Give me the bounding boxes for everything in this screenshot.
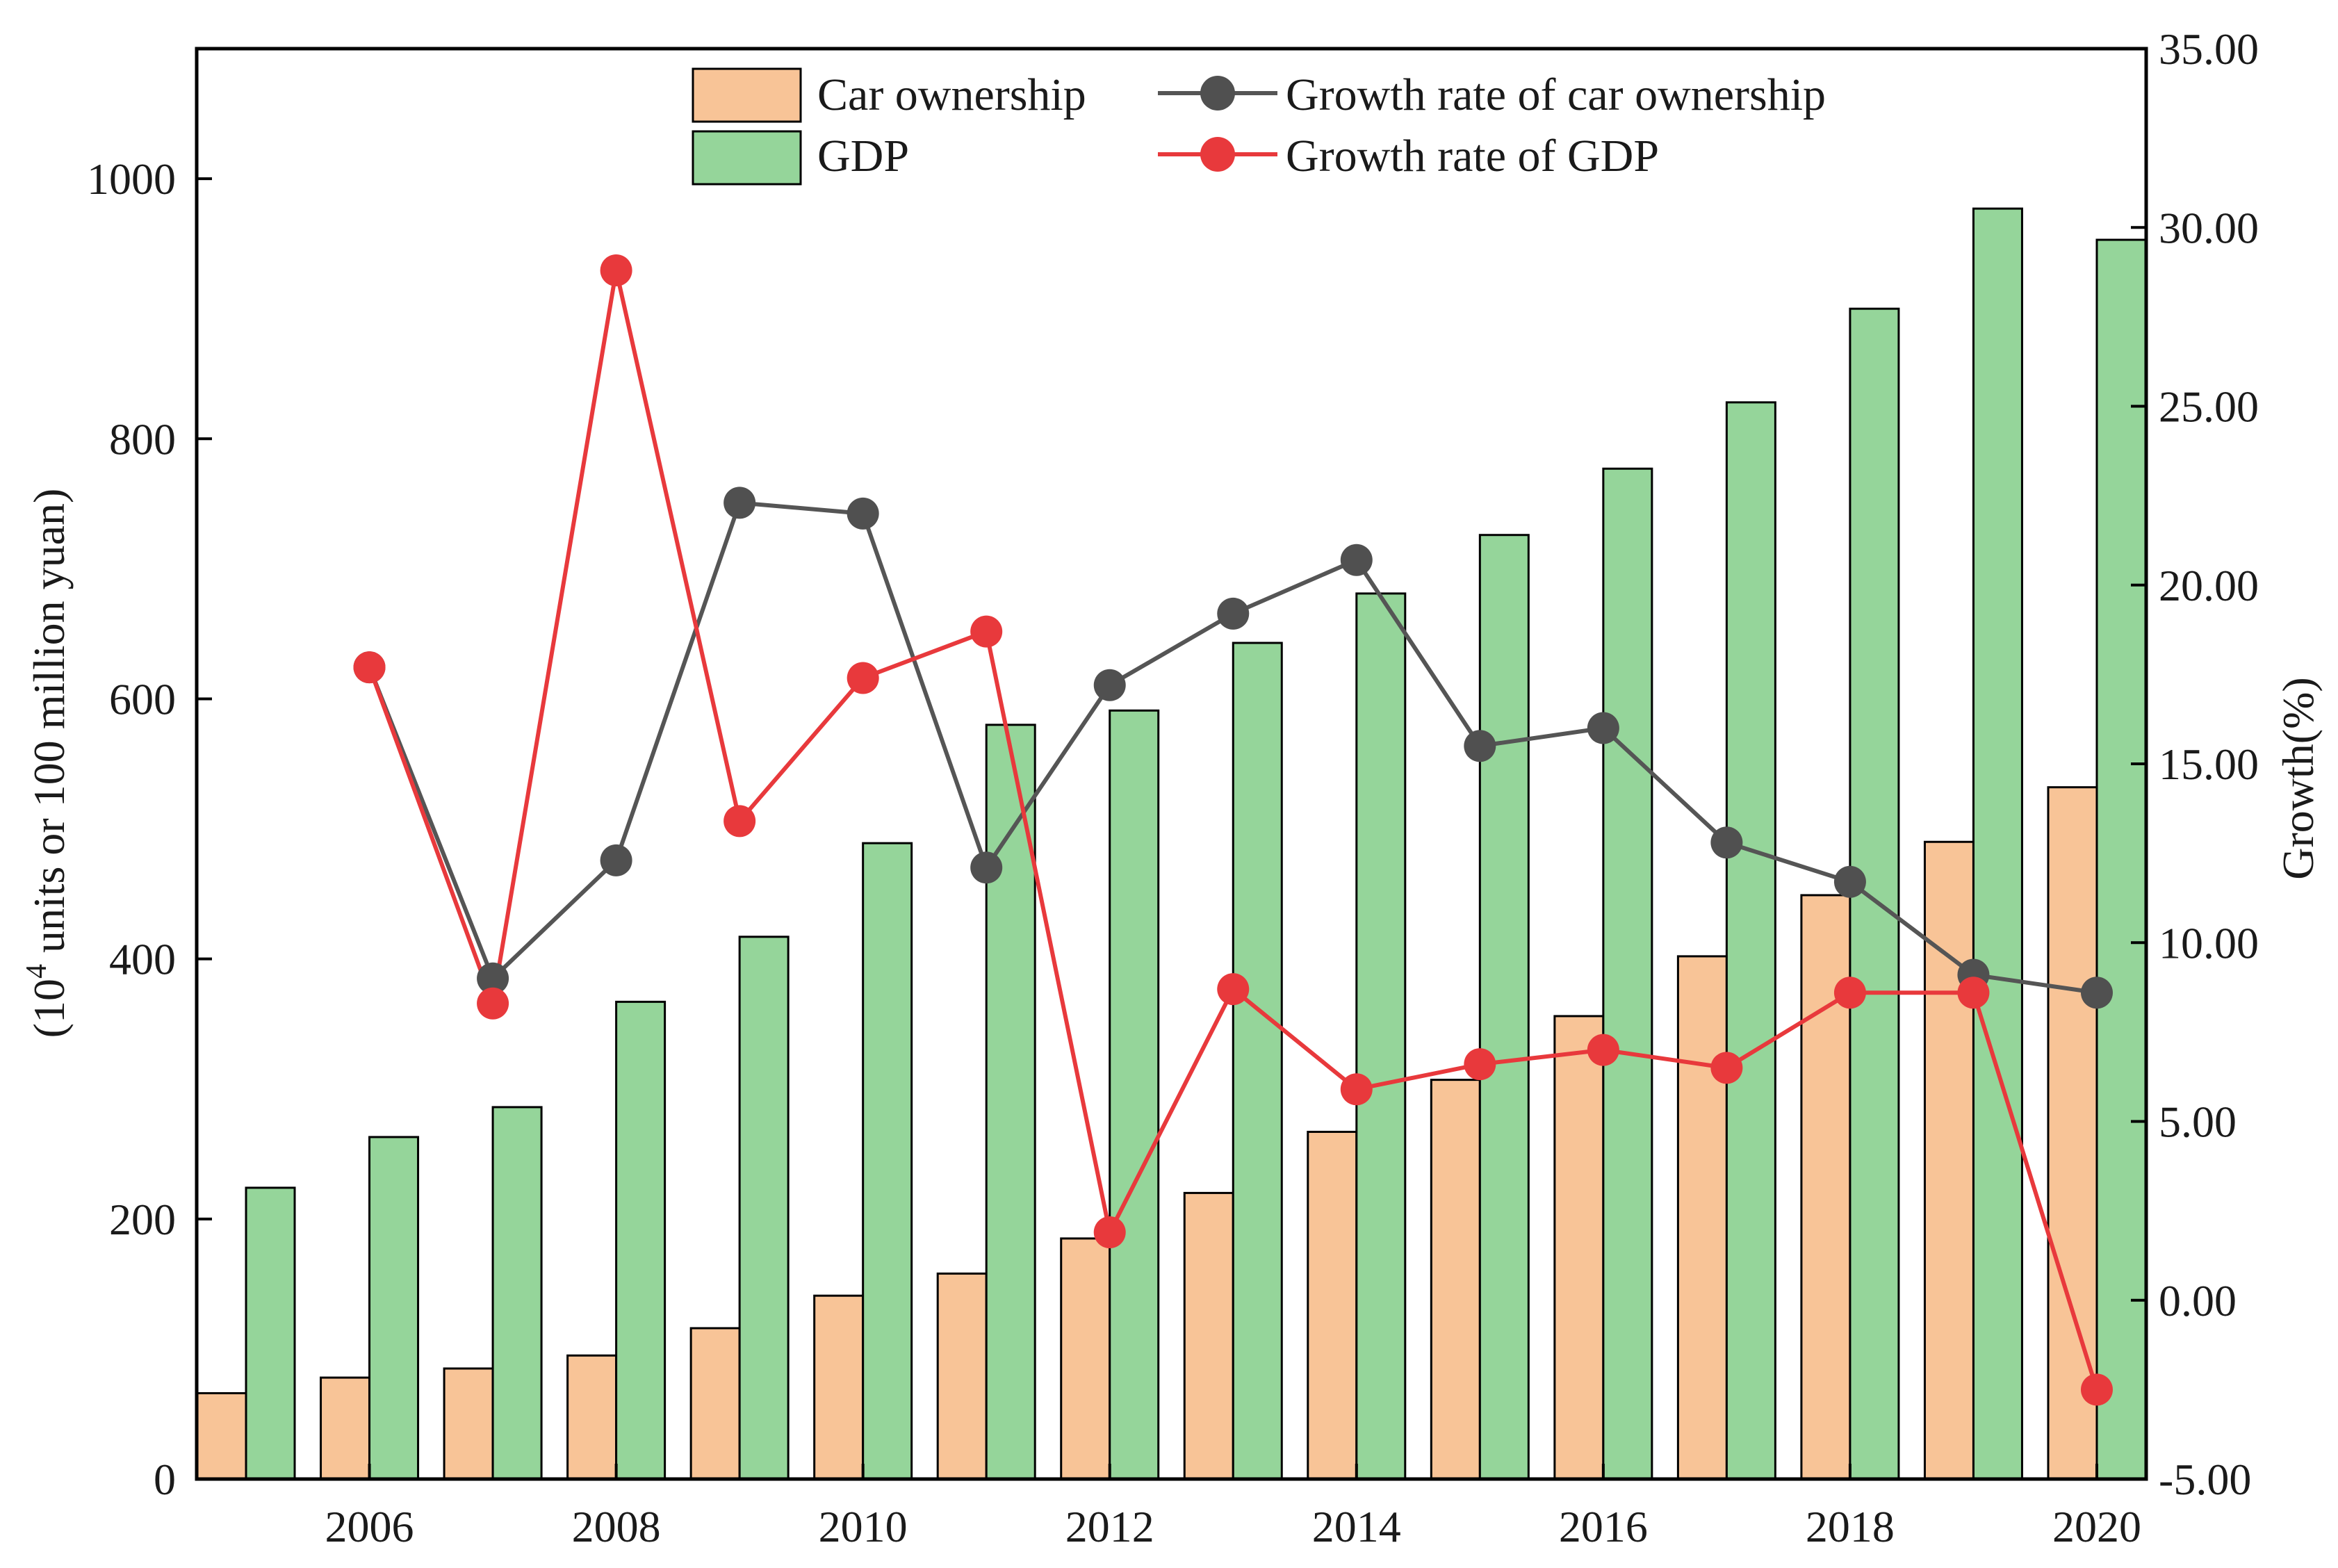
bar-car-ownership-2012 (1060, 1237, 1111, 1480)
point-growth-rate-of-car-ownership-2018 (1833, 865, 1866, 898)
y-left-axis-title-rest: units or 100 million yuan) (24, 489, 74, 964)
lines-layer (353, 254, 2113, 1406)
legend-swatch-car-ownership (692, 67, 802, 123)
legend-swatch-gdp (692, 130, 802, 186)
y-right-tick-label-3: 10.00 (2159, 918, 2259, 967)
bar-gdp-2020 (2095, 238, 2147, 1480)
y-right-tick-label-1: 0.00 (2159, 1276, 2237, 1325)
point-growth-rate-of-car-ownership-2012 (1093, 669, 1126, 701)
bar-car-ownership-2013 (1183, 1191, 1234, 1480)
point-growth-rate-of-gdp-2012 (1093, 1216, 1126, 1248)
y-right-tick-label-0: -5.00 (2159, 1455, 2251, 1504)
bar-car-ownership-2016 (1553, 1015, 1605, 1480)
point-growth-rate-of-gdp-2015 (1464, 1048, 1496, 1081)
y-left-axis-title-sup: 4 (21, 964, 53, 979)
bar-car-ownership-2006 (320, 1376, 371, 1480)
point-growth-rate-of-car-ownership-2014 (1340, 544, 1373, 576)
y-left-tick-label-600: 600 (109, 674, 176, 724)
bar-gdp-2012 (1109, 709, 1160, 1480)
x-tick-label-2018: 2018 (1806, 1502, 1895, 1551)
y-left-tick-label-400: 400 (109, 935, 176, 984)
point-growth-rate-of-car-ownership-2017 (1710, 826, 1743, 859)
legend-label-car-ownership: Car ownership (817, 70, 1086, 120)
point-growth-rate-of-gdp-2017 (1710, 1052, 1743, 1084)
point-growth-rate-of-car-ownership-2016 (1587, 712, 1619, 744)
bar-car-ownership-2007 (443, 1367, 494, 1480)
y-left-axis-title: (104 units or 100 million yuan) (21, 489, 74, 1038)
y-left-tick-label-200: 200 (109, 1195, 176, 1244)
point-growth-rate-of-gdp-2013 (1217, 973, 1250, 1006)
legend-label-gdp: GDP (817, 131, 909, 181)
bar-car-ownership-2020 (2047, 786, 2098, 1480)
x-tick-label-2008: 2008 (572, 1502, 661, 1551)
point-growth-rate-of-gdp-2019 (1957, 977, 1990, 1009)
bar-car-ownership-2014 (1307, 1130, 1358, 1480)
bar-gdp-2008 (615, 1000, 667, 1480)
legend-marker-car-growth (1200, 76, 1235, 111)
bar-car-ownership-2009 (689, 1327, 741, 1480)
y-right-tick-label-8: 35.00 (2159, 24, 2259, 74)
bar-car-ownership-2008 (566, 1354, 618, 1480)
bar-gdp-2010 (862, 842, 913, 1480)
y-left-tick-label-1000: 1000 (87, 154, 176, 204)
point-growth-rate-of-car-ownership-2009 (724, 487, 756, 519)
point-growth-rate-of-gdp-2018 (1833, 977, 1866, 1009)
y-left-axis-title-base: (10 (24, 979, 74, 1038)
x-tick-label-2006: 2006 (325, 1502, 414, 1551)
bar-car-ownership-2017 (1676, 955, 1728, 1480)
legend-marker-gdp-growth (1200, 137, 1235, 172)
y-left-tick-label-0: 0 (154, 1455, 176, 1504)
bar-gdp-2019 (1972, 207, 2023, 1480)
bar-gdp-2017 (1725, 401, 1776, 1480)
point-growth-rate-of-gdp-2016 (1587, 1034, 1619, 1066)
bar-gdp-2013 (1232, 642, 1283, 1480)
bar-car-ownership-2010 (813, 1294, 865, 1480)
y-right-tick-label-5: 20.00 (2159, 561, 2259, 610)
y-right-tick-label-6: 25.00 (2159, 382, 2259, 432)
y-right-tick-label-7: 30.00 (2159, 203, 2259, 252)
bar-gdp-2009 (738, 936, 790, 1480)
ticks-layer: 0 200 400 600 800 1000 -5.00 0.00 5.00 10.00 15.00… (87, 24, 2259, 1551)
bar-gdp-2005 (245, 1186, 296, 1480)
y-left-tick-label-800: 800 (109, 414, 176, 464)
bar-gdp-2015 (1478, 534, 1530, 1480)
point-growth-rate-of-gdp-2006 (353, 651, 386, 684)
point-growth-rate-of-car-ownership-2015 (1464, 730, 1496, 762)
point-growth-rate-of-car-ownership-2011 (970, 851, 1003, 884)
bar-car-ownership-2005 (196, 1392, 247, 1480)
x-tick-label-2020: 2020 (2052, 1502, 2141, 1551)
bar-gdp-2007 (491, 1106, 543, 1480)
bar-car-ownership-2011 (936, 1272, 988, 1480)
y-right-axis-title: Growth(%) (2273, 677, 2323, 879)
bar-car-ownership-2015 (1430, 1079, 1481, 1480)
bar-car-ownership-2019 (1923, 840, 1975, 1480)
x-tick-label-2016: 2016 (1559, 1502, 1648, 1551)
point-growth-rate-of-gdp-2014 (1340, 1073, 1373, 1106)
x-tick-label-2010: 2010 (819, 1502, 908, 1551)
bars-layer (196, 207, 2147, 1480)
legend-label-gdp-growth: Growth rate of GDP (1286, 131, 1659, 181)
y-right-tick-label-4: 15.00 (2159, 740, 2259, 789)
point-growth-rate-of-gdp-2008 (600, 254, 632, 286)
point-growth-rate-of-car-ownership-2020 (2080, 977, 2113, 1009)
point-growth-rate-of-car-ownership-2010 (847, 497, 879, 530)
bar-gdp-2014 (1355, 592, 1407, 1480)
point-growth-rate-of-gdp-2009 (724, 805, 756, 838)
point-growth-rate-of-gdp-2020 (2080, 1373, 2113, 1406)
point-growth-rate-of-car-ownership-2008 (600, 844, 632, 876)
point-growth-rate-of-gdp-2011 (970, 615, 1003, 648)
point-growth-rate-of-car-ownership-2013 (1217, 597, 1250, 630)
point-growth-rate-of-car-ownership-2007 (477, 962, 509, 995)
x-tick-label-2012: 2012 (1065, 1502, 1154, 1551)
x-tick-label-2014: 2014 (1312, 1502, 1401, 1551)
legend: Car ownership GDP Growth rate of car own… (692, 67, 1826, 186)
point-growth-rate-of-gdp-2010 (847, 662, 879, 694)
bar-gdp-2011 (985, 724, 1036, 1480)
y-right-tick-label-2: 5.00 (2159, 1097, 2237, 1147)
legend-label-car-growth: Growth rate of car ownership (1286, 70, 1826, 120)
bar-gdp-2016 (1602, 467, 1653, 1480)
bar-gdp-2006 (368, 1136, 420, 1480)
point-growth-rate-of-gdp-2007 (477, 987, 509, 1020)
